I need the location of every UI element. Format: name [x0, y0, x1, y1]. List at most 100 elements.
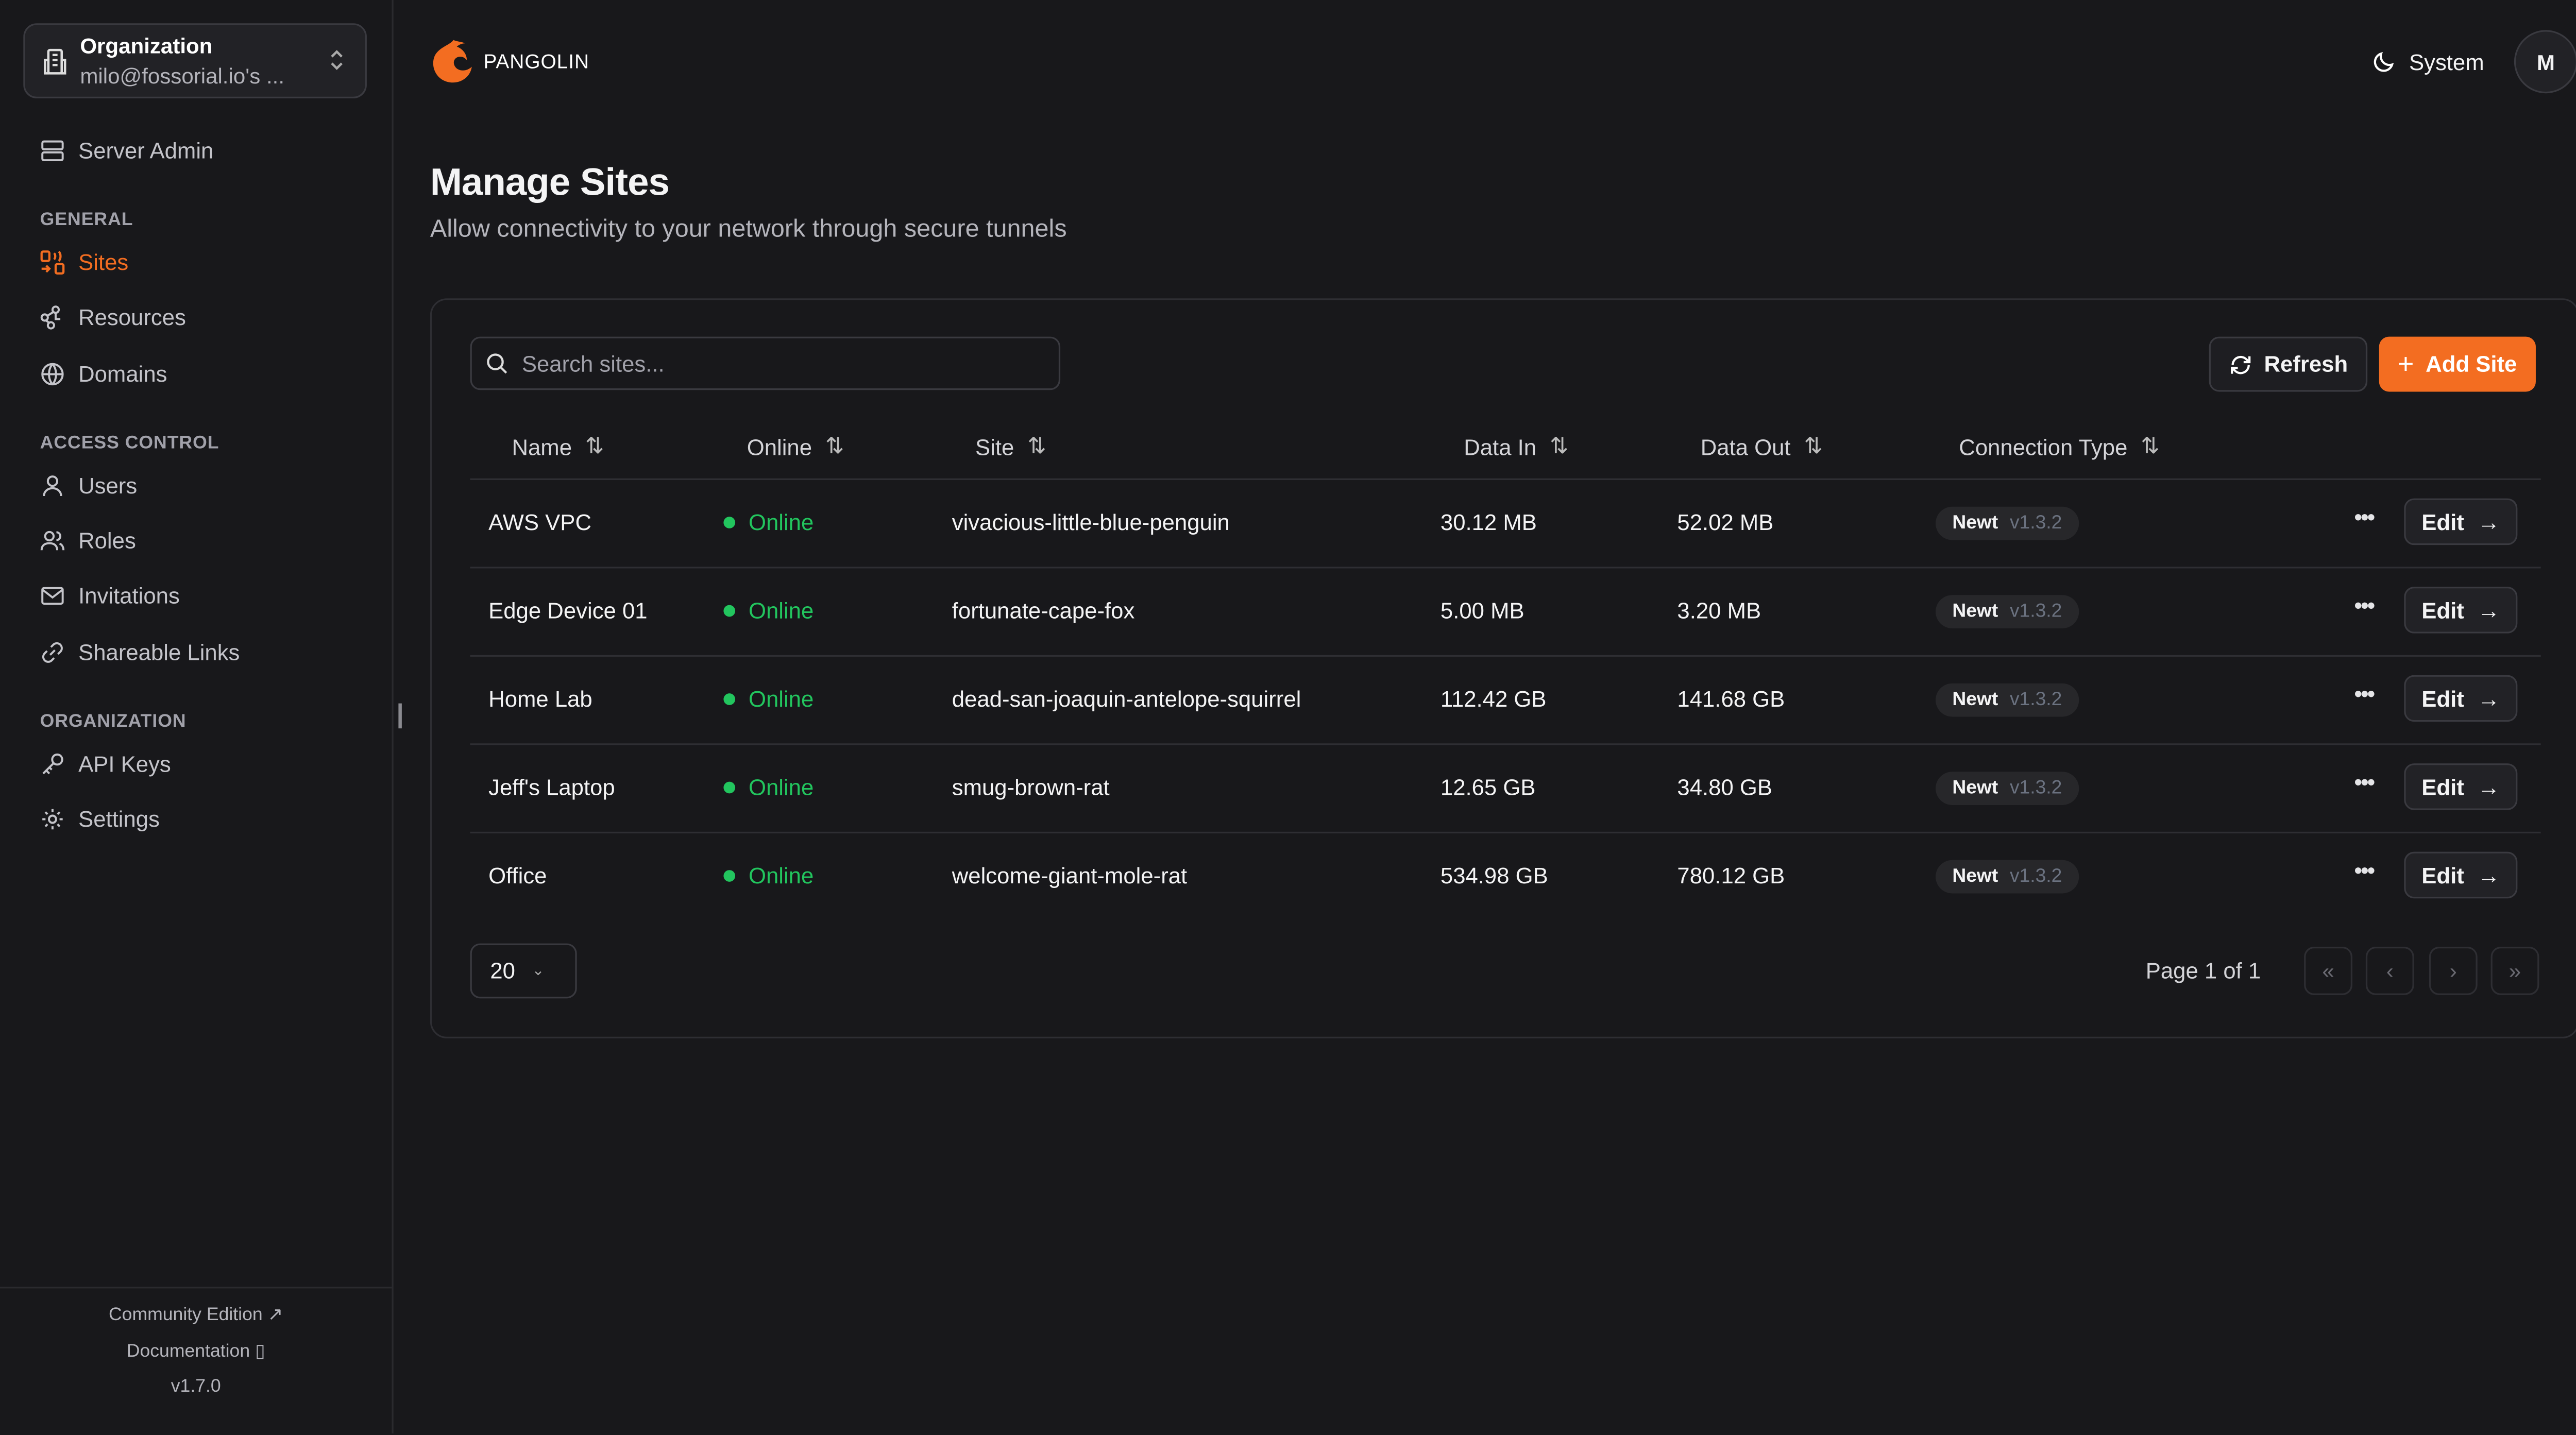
data-in: 30.12 MB: [1440, 510, 1537, 535]
column-header[interactable]: Data Out ⇅: [1701, 433, 1823, 460]
online-status: Online: [723, 687, 814, 712]
search-input[interactable]: Search sites...: [470, 336, 1061, 390]
sidebar-item-invitations[interactable]: Invitations: [40, 583, 180, 609]
documentation-link[interactable]: Documentation ▯: [126, 1341, 265, 1362]
add-site-button[interactable]: + Add Site: [2379, 336, 2535, 392]
column-header[interactable]: Online ⇅: [747, 433, 844, 460]
arrow-right-icon: →: [2477, 509, 2500, 535]
data-in: 112.42 GB: [1440, 687, 1547, 712]
table-row[interactable]: Edge Device 01 Online fortunate-cape-fox…: [470, 567, 2541, 657]
online-status: Online: [723, 599, 814, 623]
more-actions-icon[interactable]: •••: [2354, 680, 2375, 707]
edit-button[interactable]: Edit →: [2404, 675, 2518, 722]
sidebar-item-label: Users: [78, 473, 138, 499]
page-subtitle: Allow connectivity to your network throu…: [430, 215, 1067, 244]
more-actions-icon[interactable]: •••: [2354, 591, 2375, 619]
refresh-icon: [2231, 355, 2251, 373]
column-label: Connection Type: [1959, 434, 2128, 459]
column-header[interactable]: Data In ⇅: [1464, 433, 1568, 460]
data-in: 534.98 GB: [1440, 863, 1548, 889]
page-size-value: 20: [490, 958, 516, 984]
sidebar-item-users[interactable]: Users: [40, 473, 138, 499]
column-label: Online: [747, 434, 812, 459]
sidebar-item-label: Invitations: [78, 583, 180, 609]
edit-button[interactable]: Edit →: [2404, 498, 2518, 545]
sidebar-item-api-keys[interactable]: API Keys: [40, 751, 171, 777]
book-icon: ▯: [255, 1341, 265, 1362]
sidebar-item-server-admin[interactable]: Server Admin: [40, 139, 213, 163]
brand-logo[interactable]: PANGOLIN: [430, 37, 589, 87]
last-page-button[interactable]: »: [2490, 947, 2539, 995]
connection-type-badge: Newt v1.3.2: [1935, 683, 2079, 717]
status-dot-icon: [723, 693, 736, 705]
page-size-select[interactable]: 20 ⌄: [470, 943, 577, 999]
community-edition-link[interactable]: Community Edition ↗: [108, 1305, 283, 1325]
sidebar-item-label: API Keys: [78, 751, 171, 777]
sidebar-resize-handle[interactable]: [398, 703, 402, 729]
sites-icon: [40, 250, 65, 275]
sidebar-item-roles[interactable]: Roles: [40, 528, 136, 554]
plus-icon: +: [2397, 347, 2414, 380]
table-row[interactable]: AWS VPC Online vivacious-little-blue-pen…: [470, 478, 2541, 569]
sidebar-item-label: Domains: [78, 362, 167, 387]
online-status: Online: [723, 510, 814, 535]
site-name: AWS VPC: [488, 510, 592, 535]
column-label: Data In: [1464, 434, 1537, 459]
sidebar-item-settings[interactable]: Settings: [40, 807, 160, 832]
user-icon: [43, 475, 62, 497]
status-dot-icon: [723, 870, 736, 882]
sort-icon: ⇅: [1804, 433, 1823, 458]
sites-table-card: Search sites... Refresh + Add Site Name ⇅…: [430, 298, 2576, 1039]
arrow-right-icon: →: [2477, 862, 2500, 888]
sidebar-item-domains[interactable]: Domains: [40, 362, 167, 387]
site-name: Jeff's Laptop: [488, 775, 615, 800]
column-label: Site: [975, 434, 1014, 459]
version-label: v1.7.0: [171, 1376, 221, 1397]
org-switcher[interactable]: Organization milo@fossorial.io's ...: [23, 23, 367, 98]
data-out: 52.02 MB: [1677, 510, 1774, 535]
next-page-button[interactable]: ›: [2429, 947, 2478, 995]
connection-type-badge: Newt v1.3.2: [1935, 860, 2079, 894]
edit-button[interactable]: Edit →: [2404, 587, 2518, 634]
page-info: Page 1 of 1: [2145, 958, 2261, 984]
sidebar-item-resources[interactable]: Resources: [40, 305, 186, 330]
table-row[interactable]: Home Lab Online dead-san-joaquin-antelop…: [470, 655, 2541, 745]
sidebar-item-label: Roles: [78, 528, 136, 554]
arrow-right-icon: →: [2477, 686, 2500, 711]
table-row[interactable]: Office Online welcome-giant-mole-rat 534…: [470, 831, 2541, 922]
mail-icon: [41, 587, 64, 605]
site-id: dead-san-joaquin-antelope-squirrel: [952, 687, 1301, 712]
edit-button[interactable]: Edit →: [2404, 763, 2518, 810]
arrow-right-icon: →: [2477, 597, 2500, 623]
column-header[interactable]: Connection Type ⇅: [1959, 433, 2160, 460]
edit-button[interactable]: Edit →: [2404, 851, 2518, 899]
table-row[interactable]: Jeff's Laptop Online smug-brown-rat 12.6…: [470, 743, 2541, 833]
server-icon: [41, 140, 64, 162]
column-header[interactable]: Site ⇅: [975, 433, 1046, 460]
theme-toggle[interactable]: System: [2372, 49, 2484, 74]
site-name: Edge Device 01: [488, 598, 648, 624]
building-icon: [44, 48, 66, 75]
data-out: 141.68 GB: [1677, 687, 1785, 712]
data-in: 12.65 GB: [1440, 775, 1536, 800]
search-placeholder: Search sites...: [521, 351, 665, 376]
more-actions-icon[interactable]: •••: [2354, 768, 2375, 795]
sort-icon: ⇅: [1549, 433, 1569, 458]
more-actions-icon[interactable]: •••: [2354, 503, 2375, 531]
column-header[interactable]: Name ⇅: [512, 433, 604, 460]
section-access-control: ACCESS CONTROL: [40, 433, 219, 454]
sort-icon: ⇅: [2141, 433, 2160, 458]
external-link-icon: ↗: [267, 1305, 283, 1325]
first-page-button[interactable]: «: [2304, 947, 2352, 995]
sidebar-item-sites[interactable]: Sites: [40, 250, 128, 275]
avatar[interactable]: M: [2514, 30, 2576, 94]
data-out: 34.80 GB: [1677, 775, 1773, 800]
sidebar-item-shareable-links[interactable]: Shareable Links: [40, 640, 240, 665]
search-icon: [487, 353, 507, 374]
more-actions-icon[interactable]: •••: [2354, 857, 2375, 884]
add-site-label: Add Site: [2426, 351, 2517, 377]
prev-page-button[interactable]: ‹: [2365, 947, 2414, 995]
refresh-button[interactable]: Refresh: [2209, 336, 2368, 392]
section-general: GENERAL: [40, 210, 133, 230]
sidebar-item-label: Resources: [78, 305, 186, 330]
